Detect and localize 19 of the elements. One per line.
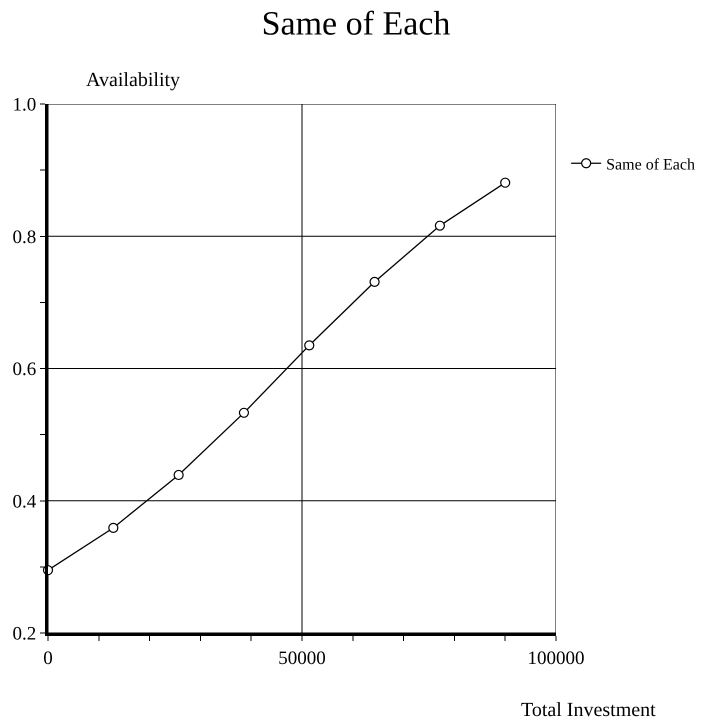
point [304, 340, 314, 350]
x-axis-title: Total Investment [521, 699, 656, 721]
x-tick-label: 0 [43, 648, 53, 669]
text: 0.2 [12, 624, 36, 645]
legend-label: Same of Each [606, 156, 696, 174]
chart-title: Same of Each [262, 6, 450, 43]
x-tick-label: 100000 [528, 648, 584, 669]
y-axis-title: Availability [86, 69, 180, 91]
y-tick-label: 0.4 [12, 491, 37, 512]
point [500, 178, 510, 188]
point [434, 220, 445, 231]
y-tick-label: 0.6 [12, 359, 36, 380]
point [369, 276, 380, 287]
y-tick-label: 1.0 [12, 94, 36, 116]
point [238, 408, 250, 418]
point [174, 470, 184, 480]
point [108, 522, 118, 533]
x-tick-label: 50000 [278, 648, 326, 669]
y-tick-label: 0.8 [12, 226, 36, 248]
